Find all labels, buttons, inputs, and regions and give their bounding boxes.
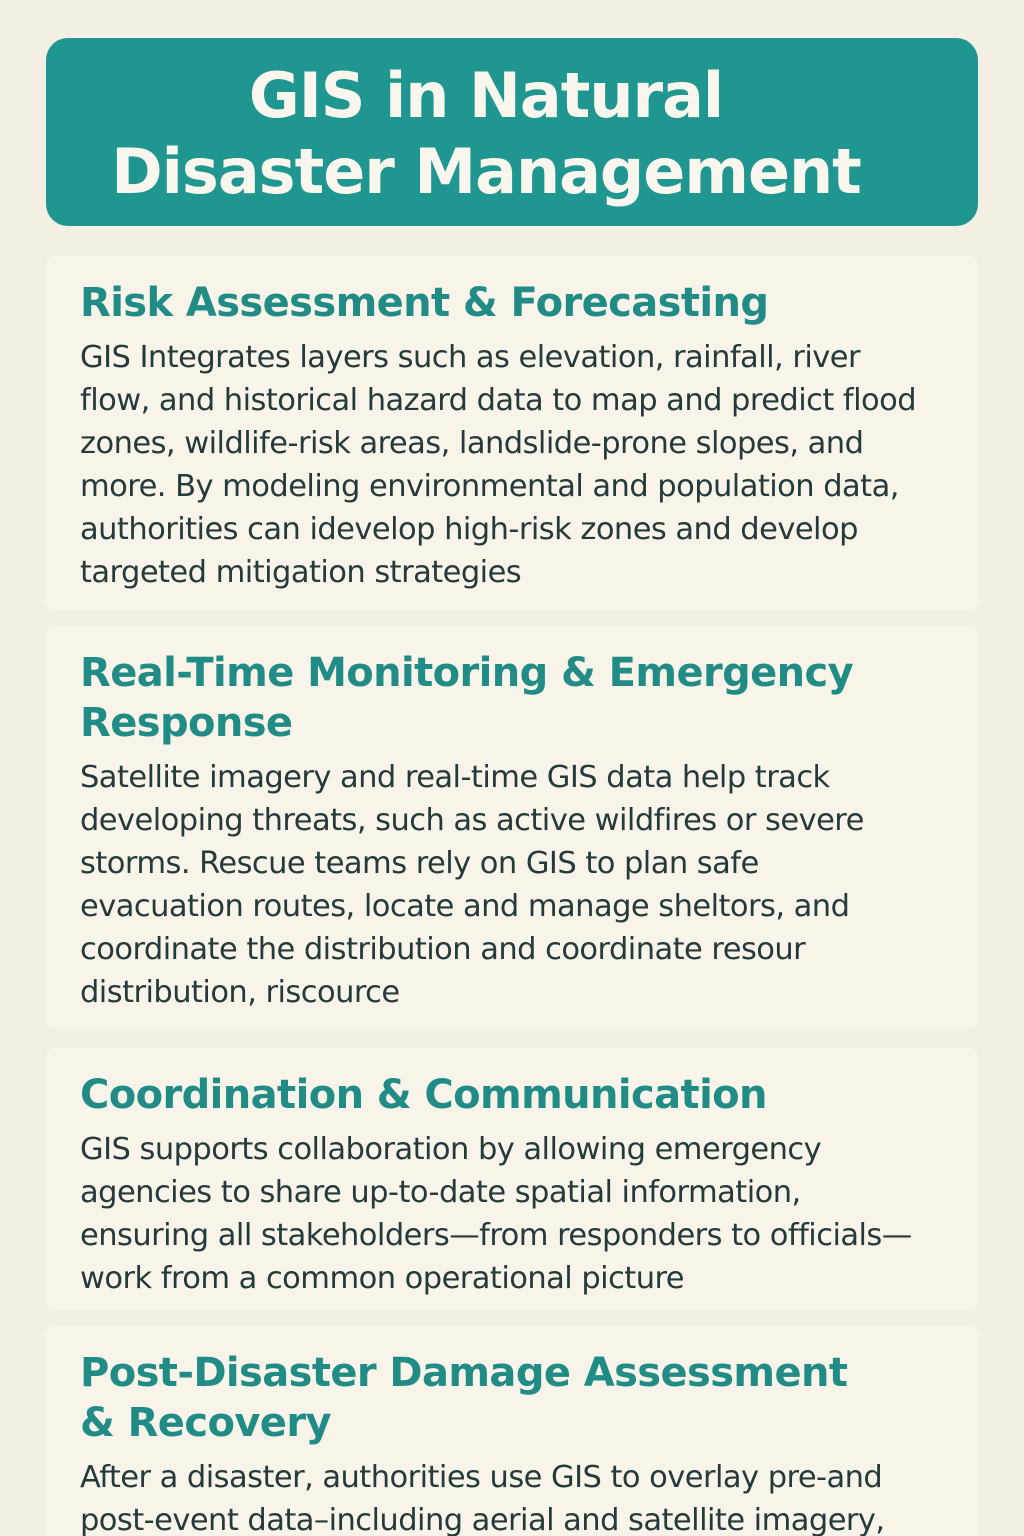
section-post-disaster: Post-Disaster Damage Assessment & Recove… (46, 1326, 978, 1536)
section-real-time-monitoring: Real-Time Monitoring & Emergency Respons… (46, 626, 978, 1028)
page-title: GIS in Natural Disaster Management (111, 59, 862, 208)
section-coordination: Coordination & Communication GIS support… (46, 1048, 978, 1310)
section-heading: Real-Time Monitoring & Emergency Respons… (80, 650, 854, 746)
section-risk-assessment: Risk Assessment & Forecasting GIS Integr… (46, 256, 978, 610)
section-heading: Risk Assessment & Forecasting (80, 280, 769, 326)
section-body: Satellite imagery and real-time GIS data… (80, 760, 864, 1010)
section-heading: Coordination & Communication (80, 1072, 768, 1118)
section-body: GIS Integrates layers such as elevation,… (80, 340, 917, 590)
section-body: GIS supports collaboration by allowing e… (80, 1132, 912, 1296)
section-heading: Post-Disaster Damage Assessment & Recove… (80, 1350, 848, 1446)
title-banner: GIS in Natural Disaster Management (46, 38, 978, 226)
section-body: After a disaster, authorities use GIS to… (80, 1460, 885, 1536)
